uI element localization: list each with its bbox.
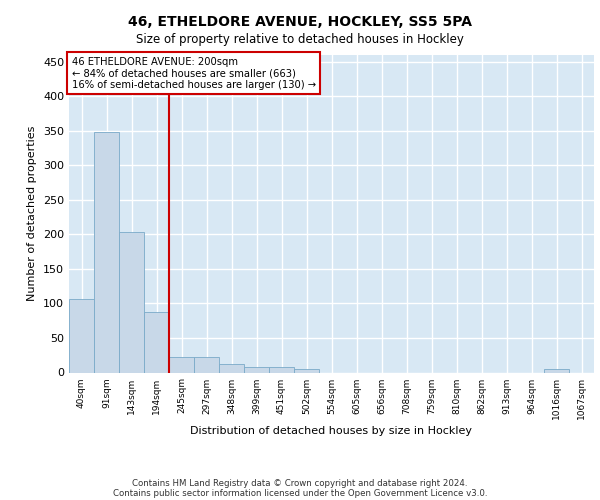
Text: 46 ETHELDORE AVENUE: 200sqm
← 84% of detached houses are smaller (663)
16% of se: 46 ETHELDORE AVENUE: 200sqm ← 84% of det… [71, 56, 316, 90]
Y-axis label: Number of detached properties: Number of detached properties [28, 126, 37, 302]
Bar [244, 367, 269, 372]
Bar [544, 369, 569, 372]
Bar [269, 367, 294, 372]
Bar [69, 298, 94, 372]
Text: Size of property relative to detached houses in Hockley: Size of property relative to detached ho… [136, 32, 464, 46]
Bar [294, 369, 319, 372]
Bar [119, 232, 144, 372]
Bar [169, 358, 194, 372]
Text: 46, ETHELDORE AVENUE, HOCKLEY, SS5 5PA: 46, ETHELDORE AVENUE, HOCKLEY, SS5 5PA [128, 15, 472, 29]
Bar [194, 358, 219, 372]
Text: Contains HM Land Registry data © Crown copyright and database right 2024.: Contains HM Land Registry data © Crown c… [132, 478, 468, 488]
Bar [219, 364, 244, 372]
Bar [94, 132, 119, 372]
X-axis label: Distribution of detached houses by size in Hockley: Distribution of detached houses by size … [191, 426, 473, 436]
Text: Contains public sector information licensed under the Open Government Licence v3: Contains public sector information licen… [113, 488, 487, 498]
Bar [144, 312, 169, 372]
